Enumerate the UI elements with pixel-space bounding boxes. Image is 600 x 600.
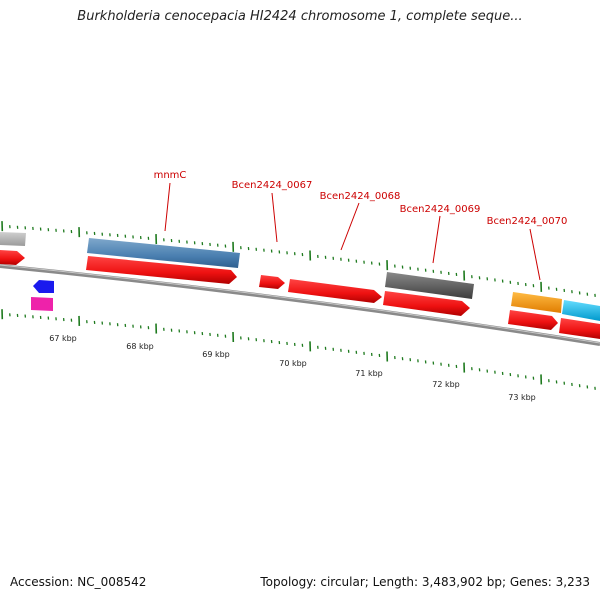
- kbp-label-69: 69 kbp: [202, 350, 230, 359]
- gene-bar-orange[interactable]: [511, 292, 562, 313]
- inner-tick-track: [1, 309, 596, 390]
- cds-arrow-right-edge[interactable]: [559, 318, 600, 339]
- gene-bar-cyan[interactable]: [562, 300, 600, 321]
- gene-arrow-darkblue[interactable]: [33, 280, 54, 293]
- cds-arrow-Bcen2424_0068[interactable]: [288, 279, 382, 303]
- gene-label-Bcen2424_0069[interactable]: Bcen2424_0069: [400, 204, 481, 215]
- gene-bar-magenta[interactable]: [31, 297, 53, 311]
- gene-bar-gray[interactable]: [385, 272, 474, 299]
- chromosome-backbone-highlight: [0, 264, 600, 344]
- gene-leader-lines: [164, 182, 541, 281]
- gene-bar-mnmC[interactable]: [87, 238, 240, 268]
- gene-label-mnmC[interactable]: mnmC: [154, 170, 187, 181]
- cds-arrow-Bcen2424_0067[interactable]: [259, 275, 285, 289]
- cds-arrow-left-edge[interactable]: [0, 250, 25, 265]
- map-title: Burkholderia cenocepacia HI2424 chromoso…: [77, 9, 523, 24]
- genome-summary-text: Topology: circular; Length: 3,483,902 bp…: [260, 575, 590, 589]
- cds-arrow-Bcen2424_0069[interactable]: [383, 291, 470, 316]
- gene-label-Bcen2424_0070[interactable]: Bcen2424_0070: [487, 216, 568, 227]
- kbp-label-71: 71 kbp: [355, 369, 383, 378]
- cds-arrow-Bcen2424_0070[interactable]: [508, 310, 558, 330]
- kbp-label-70: 70 kbp: [279, 359, 307, 368]
- gene-label-Bcen2424_0068[interactable]: Bcen2424_0068: [320, 191, 401, 202]
- outer-tick-track: [1, 221, 596, 297]
- kbp-label-67: 67 kbp: [49, 334, 77, 343]
- gene-bar-lightgray[interactable]: [0, 232, 26, 246]
- kbp-label-73: 73 kbp: [508, 393, 536, 402]
- kbp-label-68: 68 kbp: [126, 342, 154, 351]
- accession-text: Accession: NC_008542: [10, 575, 147, 589]
- chromosome-backbone: [0, 264, 600, 346]
- gene-label-Bcen2424_0067[interactable]: Bcen2424_0067: [232, 180, 313, 191]
- cds-arrow-mnmC[interactable]: [86, 256, 237, 284]
- kbp-label-72: 72 kbp: [432, 380, 460, 389]
